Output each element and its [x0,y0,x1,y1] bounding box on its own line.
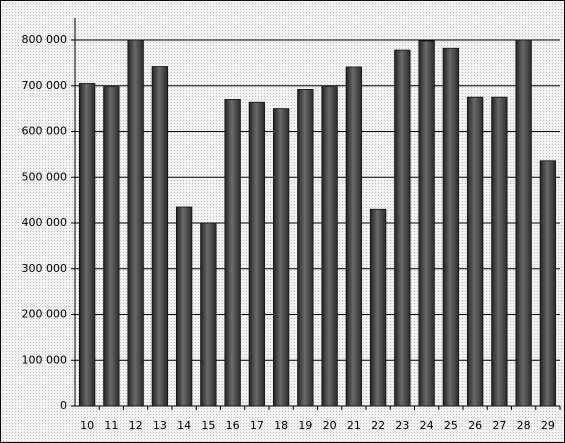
bar [394,49,411,407]
x-tick-label: 29 [541,419,555,432]
x-tick-label: 10 [80,419,94,432]
x-tick-label: 26 [468,419,482,432]
x-tick-label: 17 [250,419,264,432]
y-tick-label: 100 000 [22,353,68,366]
bar [491,96,508,407]
x-tick-label: 24 [420,419,434,432]
x-tick-label: 22 [371,419,385,432]
x-tick-label: 13 [153,419,167,432]
y-tick-label: 400 000 [22,216,68,229]
x-tick-label: 25 [444,419,458,432]
x-tick-label: 27 [492,419,506,432]
bar [200,222,217,407]
y-tick-label: 200 000 [22,308,68,321]
bar [369,208,387,407]
x-tick-label: 14 [177,419,191,432]
bar [466,96,484,407]
bar [297,89,314,407]
bar [321,86,338,407]
x-tick-label: 18 [274,419,288,432]
bar [272,108,290,407]
bar [78,83,96,407]
bar [515,39,532,407]
y-tick-label: 500 000 [22,170,68,183]
x-tick-label: 20 [323,419,337,432]
y-tick-label: 700 000 [22,79,68,92]
bar [248,101,266,407]
x-tick-label: 16 [226,419,240,432]
bar [175,206,193,407]
x-tick-label: 23 [395,419,409,432]
bar [127,39,144,407]
bar [224,99,241,407]
x-tick-label: 19 [298,419,312,432]
x-tick-label: 15 [201,419,215,432]
x-tick-label: 28 [517,419,531,432]
x-tick-label: 11 [104,419,118,432]
y-tick-label: 300 000 [22,262,68,275]
plot-area [75,18,560,406]
y-tick-label: 0 [60,399,67,412]
x-tick-label: 21 [347,419,361,432]
bar [442,47,460,407]
bar [151,66,169,407]
y-tick-label: 800 000 [22,33,68,46]
x-tick-label: 12 [129,419,143,432]
y-tick-label: 600 000 [22,125,68,138]
bar [418,40,435,407]
bar [103,86,120,407]
bar [539,160,557,407]
bar [345,66,363,407]
